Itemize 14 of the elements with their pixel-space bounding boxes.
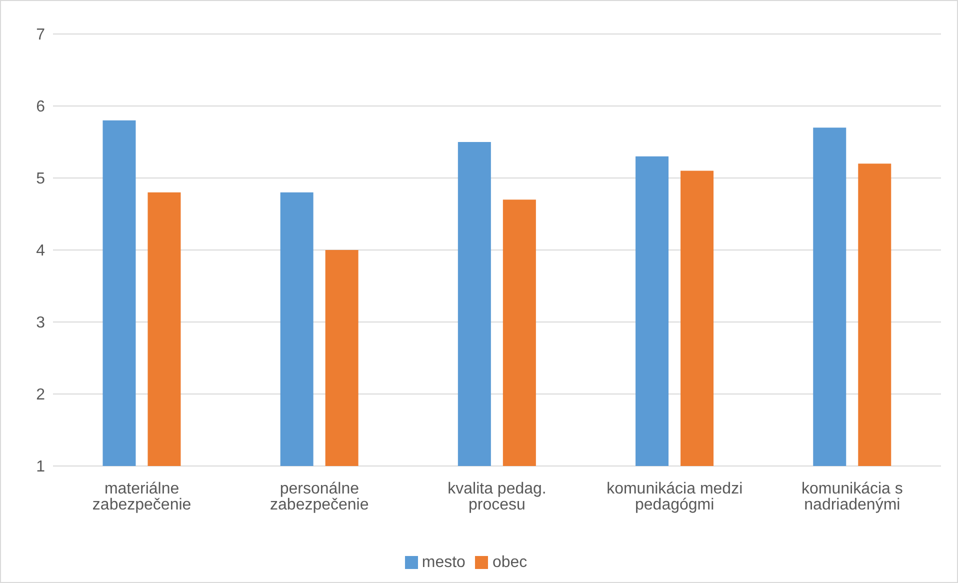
x-tick-label: materiálne zabezpečenie: [92, 480, 192, 514]
legend-label: mesto: [422, 554, 466, 571]
x-tick-label: personálne zabezpečenie: [270, 480, 369, 514]
y-tick-label: 6: [36, 98, 46, 116]
y-tick-label: 7: [36, 26, 46, 44]
y-tick-label: 2: [36, 386, 46, 404]
x-tick-label: kvalita pedag. procesu: [448, 480, 546, 514]
y-tick-label: 3: [36, 314, 46, 332]
legend-label: obec: [492, 554, 528, 571]
x-tick-label: komunikácia medzi pedagógmi: [606, 480, 743, 514]
y-tick-label: 5: [36, 170, 46, 188]
y-tick-label: 1: [36, 458, 46, 476]
x-tick-label: komunikácia s nadriadenými: [802, 480, 903, 514]
y-tick-label: 4: [36, 242, 46, 260]
